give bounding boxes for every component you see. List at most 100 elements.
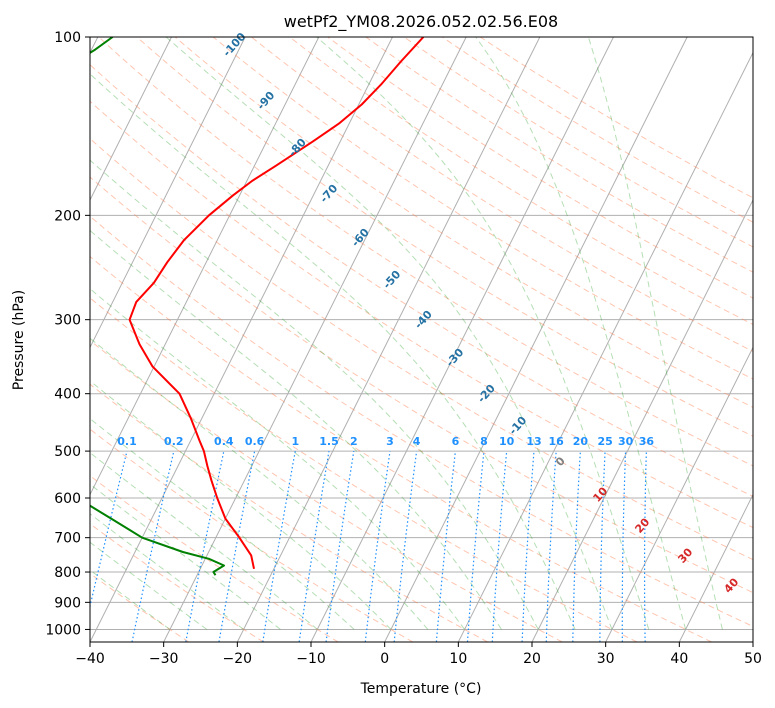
y-tick-label: 600	[54, 491, 81, 507]
mixing-ratio-label: 1.5	[319, 435, 339, 448]
dry-adiabat-line	[90, 100, 753, 529]
moist-adiabat-line	[90, 483, 281, 630]
dry-adiabat-line	[251, 37, 753, 353]
mixing-ratio-label: 10	[499, 435, 515, 448]
isotherm-line	[90, 37, 172, 202]
x-axis-ticks: −40 −30 −20 −10 0 10 20 30 40 50	[75, 642, 762, 667]
mixing-ratio-label: 4	[413, 435, 421, 448]
isotherm-line	[678, 493, 753, 642]
moist-adiabat-line	[90, 159, 539, 630]
mixing-ratio-label: 16	[549, 435, 565, 448]
dry-adiabat-line	[365, 37, 753, 273]
moist-adiabat-line	[90, 229, 502, 630]
dry-adiabat-line	[136, 37, 753, 437]
y-tick-label: 800	[54, 565, 81, 581]
dry-adiabat-line	[90, 297, 638, 642]
dry-adiabat-line	[212, 37, 753, 380]
x-tick-label: −40	[75, 651, 105, 667]
x-tick-label: 50	[744, 651, 762, 667]
isotherm-line	[310, 37, 614, 642]
isotherm-line	[90, 37, 246, 349]
plot-frame	[89, 36, 754, 643]
pressure-gridlines	[90, 37, 753, 630]
mixing-ratio-line	[131, 450, 175, 642]
y-axis-label: Pressure (hPa)	[11, 290, 27, 390]
y-tick-label: 400	[54, 387, 81, 403]
y-tick-label: 100	[54, 30, 81, 46]
isotherm-line	[605, 346, 753, 642]
x-axis-label: Temperature (°C)	[360, 681, 482, 697]
mixing-ratio-label: 8	[480, 435, 488, 448]
mixing-ratio-label: 0.6	[245, 435, 265, 448]
mixing-ratio-line	[364, 451, 391, 642]
dry-adiabat-line	[90, 523, 264, 642]
x-tick-label: −10	[296, 651, 326, 667]
profile-series	[90, 37, 425, 576]
mixing-ratio-label: 0.1	[117, 435, 137, 448]
dry-adiabat-lines	[90, 37, 753, 642]
mixing-ratio-label: 36	[639, 435, 655, 448]
mixing-ratio-label: 2	[350, 435, 358, 448]
temperature-profile-line	[128, 37, 425, 570]
mixing-ratio-label: 3	[386, 435, 394, 448]
dry-adiabat-line	[480, 37, 753, 199]
moist-adiabat-line	[475, 37, 687, 630]
x-tick-label: 30	[597, 651, 615, 667]
moist-adiabat-line	[316, 37, 650, 630]
y-tick-label: 200	[54, 208, 81, 224]
moist-adiabat-line	[90, 73, 576, 630]
mixing-ratio-label: 1	[291, 435, 299, 448]
y-axis-ticks: 100 200 300 400 500 600 700 800 900 1000	[45, 30, 90, 638]
mixing-ratio-label: 13	[526, 435, 541, 448]
mixing-ratio-line	[185, 450, 225, 642]
mixing-ratio-line	[393, 451, 418, 642]
isotherm-line	[90, 37, 320, 496]
mixing-ratio-label: 20	[573, 435, 589, 448]
x-tick-label: 0	[380, 651, 389, 667]
x-tick-label: 40	[670, 651, 688, 667]
dry-adiabat-line	[90, 176, 753, 594]
dry-adiabat-line	[90, 428, 414, 642]
mixing-ratio-label: 25	[597, 435, 612, 448]
y-tick-label: 1000	[45, 622, 81, 638]
mixing-ratio-lines	[90, 450, 647, 642]
isotherm-line	[384, 37, 688, 642]
isotherm-line	[163, 37, 467, 642]
dry-adiabat-line	[174, 37, 753, 408]
mixing-ratio-line	[218, 450, 256, 642]
dry-adiabat-line	[90, 64, 753, 497]
y-tick-label: 300	[54, 313, 81, 329]
moist-adiabat-line	[587, 37, 723, 630]
dry-adiabat-line	[90, 383, 488, 642]
moist-adiabat-line	[165, 37, 613, 630]
dry-adiabat-line	[90, 138, 753, 561]
mixing-ratio-label: 30	[618, 435, 634, 448]
x-tick-label: −20	[223, 651, 253, 667]
isotherm-line	[457, 51, 753, 642]
x-tick-label: −30	[149, 651, 179, 667]
x-tick-label: 10	[449, 651, 467, 667]
mixing-ratio-label: 0.4	[214, 435, 234, 448]
x-tick-label: 20	[523, 651, 541, 667]
moist-adiabat-line	[90, 513, 244, 630]
dry-adiabat-line	[327, 37, 753, 299]
mixing-ratio-label: 6	[452, 435, 460, 448]
mixing-ratio-label: 0.2	[164, 435, 184, 448]
y-tick-label: 900	[54, 595, 81, 611]
y-tick-label: 500	[54, 444, 81, 460]
chart-title: wetPf2_YM08.2026.052.02.56.E08	[284, 12, 558, 32]
dry-adiabat-line	[90, 255, 712, 642]
isotherm-line	[90, 37, 393, 642]
mixing-ratio-line	[262, 450, 296, 642]
dry-adiabat-line	[403, 37, 753, 248]
isotherm-line	[531, 198, 753, 642]
isotherm-line	[236, 37, 541, 642]
isotherm-lines	[90, 37, 753, 642]
mixing-ratio-line	[325, 451, 355, 642]
dry-adiabat-line	[441, 37, 753, 223]
y-tick-label: 700	[54, 531, 81, 547]
mixing-ratio-line	[298, 450, 330, 642]
dry-adiabat-line	[98, 37, 753, 467]
